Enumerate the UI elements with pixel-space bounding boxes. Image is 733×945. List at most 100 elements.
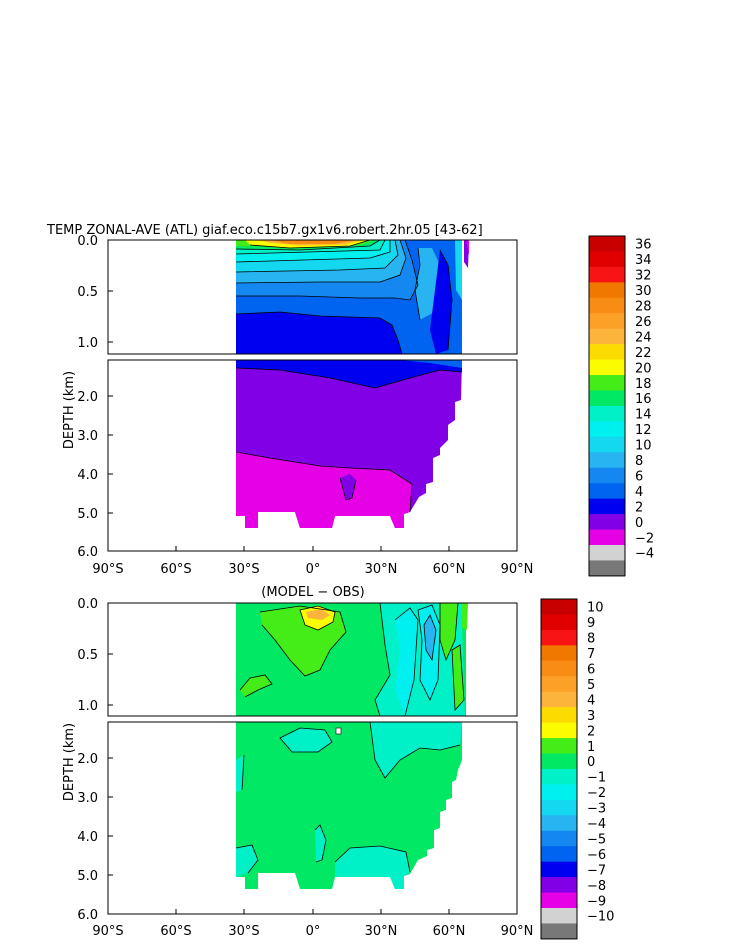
diff-colorbar-swatch (541, 846, 577, 863)
diff-x-tick-label: 60°S (160, 924, 191, 939)
temp-y-axis-label: DEPTH (km) (62, 371, 77, 449)
temp-colorbar-swatch (589, 282, 625, 299)
temp-colorbar-swatch (589, 251, 625, 268)
temp-colorbar-swatch (589, 359, 625, 376)
temp-colorbar-swatch (589, 421, 625, 438)
temp-colorbar-label: 16 (635, 392, 652, 407)
temp-colorbar-swatch (589, 313, 625, 330)
temp-y-tick-label: 3.0 (77, 429, 98, 444)
diff-colorbar-swatch (541, 629, 577, 646)
diff-colorbar-swatch (541, 815, 577, 832)
diff-y-ticks: 0.0 0.5 1.0 2.0 3.0 4.0 5.0 6.0 (77, 597, 113, 923)
temp-x-tick-label: 60°S (160, 562, 191, 577)
temp-x-tick-label: 60°N (433, 562, 466, 577)
diff-colorbar-swatch (541, 877, 577, 893)
diff-y-axis-label: DEPTH (km) (62, 723, 77, 801)
temp-colorbar-swatch (589, 236, 625, 252)
temp-colorbar-label: 14 (635, 408, 652, 423)
temp-panel: TEMP ZONAL-AVE (ATL) giaf.eco.c15b7.gx1v… (46, 223, 654, 577)
temp-colorbar-label: 10 (635, 439, 652, 454)
temp-colorbar-label: 22 (635, 346, 652, 361)
temp-colorbar-swatch (589, 560, 625, 577)
diff-colorbar-label: −2 (587, 786, 606, 801)
temp-colorbar-label: 26 (635, 315, 652, 330)
diff-colorbar-label: 7 (587, 647, 595, 662)
temp-colorbar-label: −4 (635, 547, 654, 562)
temp-colorbar-swatch (589, 328, 625, 345)
diff-colorbar-swatch (541, 614, 577, 631)
diff-colorbar-label: −7 (587, 863, 606, 878)
diff-colorbar-label: −10 (587, 910, 614, 925)
temp-upper-field (235, 240, 469, 354)
temp-colorbar-label: 34 (635, 253, 652, 268)
temp-colorbar-swatch (589, 483, 625, 500)
temp-colorbar-label: 20 (635, 361, 652, 376)
temp-colorbar-label: 4 (635, 485, 643, 500)
diff-x-tick-label: 60°N (433, 924, 466, 939)
temp-y-tick-label: 0.5 (77, 285, 98, 300)
diff-colorbar-label: 5 (587, 678, 595, 693)
diff-colorbar-label: −3 (587, 802, 606, 817)
diff-y-tick-label: 6.0 (77, 908, 98, 923)
diff-x-tick-label: 90°S (92, 924, 123, 939)
diff-colorbar-swatch (541, 738, 577, 754)
diff-y-tick-label: 4.0 (77, 830, 98, 845)
diff-x-tick-label: 30°N (365, 924, 398, 939)
diff-colorbar-swatch (541, 707, 577, 723)
temp-colorbar-label: 24 (635, 330, 652, 345)
diff-colorbar-swatch (541, 830, 577, 847)
diff-colorbar-swatch (541, 676, 577, 693)
temp-x-tick-label: 30°N (365, 562, 398, 577)
diff-upper-field (236, 603, 468, 716)
temp-colorbar-swatch (589, 344, 625, 360)
temp-y-tick-label: 5.0 (77, 507, 98, 522)
temp-lower-field (235, 360, 463, 528)
diff-colorbar-label: 2 (587, 724, 595, 739)
temp-colorbar-label: 28 (635, 300, 652, 315)
diff-colorbar-swatch (541, 599, 577, 615)
temp-colorbar-swatch (589, 452, 625, 469)
diff-colorbar-label: −4 (587, 817, 606, 832)
temp-colorbar-swatch (589, 405, 625, 422)
diff-colorbar-swatch (541, 908, 577, 924)
diff-colorbar-label: −6 (587, 848, 606, 863)
temp-colorbar-swatch (589, 375, 625, 391)
diff-y-tick-label: 3.0 (77, 791, 98, 806)
temp-colorbar-label: 6 (635, 469, 643, 484)
diff-colorbar-swatch (541, 799, 577, 816)
diff-colorbar-swatch (541, 923, 577, 940)
diff-colorbar-label: 0 (587, 755, 595, 770)
temp-colorbar-label: 12 (635, 423, 652, 438)
diff-x-tick-label: 0° (306, 924, 321, 939)
temp-colorbar-label: 8 (635, 454, 643, 469)
diff-colorbar-swatch (541, 784, 577, 801)
diff-y-tick-label: 2.0 (77, 752, 98, 767)
diff-chart-title: (MODEL − OBS) (261, 585, 364, 600)
diff-colorbar-label: 1 (587, 740, 595, 755)
diff-colorbar-swatch (541, 722, 577, 739)
diff-colorbar-swatch (541, 753, 577, 770)
diff-y-tick-label: 0.5 (77, 648, 98, 663)
diff-colorbar-frame (540, 598, 578, 940)
temp-y-ticks: 0.0 0.5 1.0 2.0 3.0 4.0 5.0 6.0 (77, 234, 113, 560)
diff-y-tick-label: 0.0 (77, 597, 98, 612)
diff-colorbar-swatch (541, 892, 577, 909)
diff-panel: (MODEL − OBS) DEPTH (km) (62, 585, 614, 940)
temp-colorbar-label: 36 (635, 238, 652, 253)
diff-colorbar-label: 8 (587, 632, 595, 647)
diff-colorbar-label: 3 (587, 709, 595, 724)
temp-x-tick-label: 30°S (228, 562, 259, 577)
temp-colorbar-label: −2 (635, 531, 654, 546)
temp-colorbar-swatch (589, 529, 625, 546)
temp-y-tick-label: 0.0 (77, 234, 98, 249)
temp-colorbar-swatch (589, 467, 625, 484)
temp-colorbar-swatch (589, 498, 625, 515)
temp-colorbar-swatch (589, 545, 625, 561)
temp-colorbar-label: 0 (635, 516, 643, 531)
temp-x-tick-label: 90°N (501, 562, 534, 577)
temp-colorbar-label: 18 (635, 377, 652, 392)
temp-colorbar-frame (588, 235, 626, 577)
diff-colorbar-label: 4 (587, 693, 595, 708)
diff-colorbar-swatch (541, 768, 577, 785)
